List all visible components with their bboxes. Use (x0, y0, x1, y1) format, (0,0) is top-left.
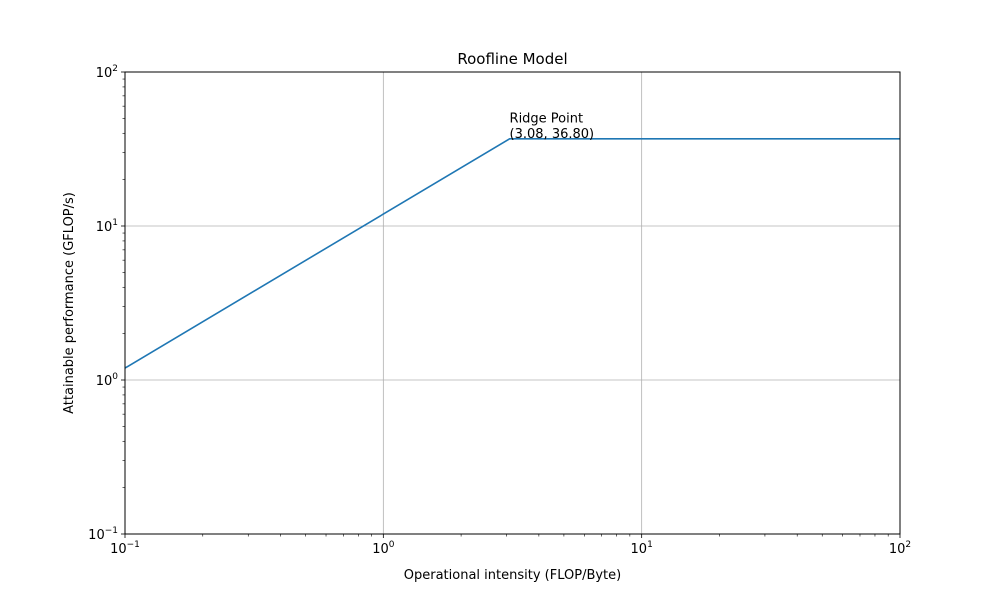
y-tick-label: 10−1 (88, 526, 118, 543)
x-tick-label: 100 (372, 540, 395, 557)
x-axis-label: Operational intensity (FLOP/Byte) (404, 568, 621, 583)
axis-ticks: 10−1 100 101 102 10−1 100 101 102 (88, 64, 911, 557)
y-tick-label: 102 (96, 64, 118, 81)
y-tick-label: 101 (96, 218, 118, 235)
x-tick-label: 101 (631, 540, 653, 557)
roofline-series-line (124, 138, 900, 369)
annotation-text-line: (3.08, 36.80) (510, 127, 595, 142)
annotation-text-line: Ridge Point (510, 111, 584, 126)
chart-title: Roofline Model (457, 50, 567, 68)
x-tick-label: 10−1 (110, 540, 140, 557)
grid (125, 72, 900, 534)
y-tick-label: 100 (96, 372, 119, 389)
ridge-point-annotation: Ridge Point(3.08, 36.80) (510, 111, 595, 142)
y-axis-label: Attainable performance (GFLOP/s) (62, 192, 77, 414)
series-layer (124, 138, 900, 369)
annotations: Ridge Point(3.08, 36.80) (510, 111, 595, 142)
plot-frame (124, 71, 901, 535)
x-tick-label: 102 (889, 540, 911, 557)
